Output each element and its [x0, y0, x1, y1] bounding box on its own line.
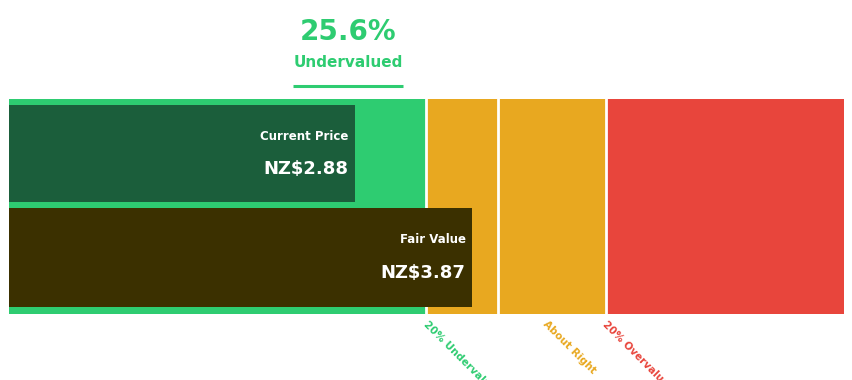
Text: 20% Overvalued: 20% Overvalued — [600, 319, 675, 380]
Text: NZ$3.87: NZ$3.87 — [380, 264, 465, 282]
Text: Undervalued: Undervalued — [293, 55, 402, 70]
Text: Current Price: Current Price — [260, 130, 348, 142]
Bar — [9, 99, 426, 314]
Text: NZ$2.88: NZ$2.88 — [263, 160, 348, 178]
Bar — [9, 105, 355, 202]
Bar — [606, 99, 843, 314]
Text: 20% Undervalued: 20% Undervalued — [421, 319, 501, 380]
Bar — [497, 99, 606, 314]
Text: About Right: About Right — [540, 319, 597, 376]
Bar — [9, 208, 472, 307]
Bar — [426, 99, 497, 314]
Text: Fair Value: Fair Value — [400, 233, 465, 246]
Text: 25.6%: 25.6% — [299, 18, 396, 46]
